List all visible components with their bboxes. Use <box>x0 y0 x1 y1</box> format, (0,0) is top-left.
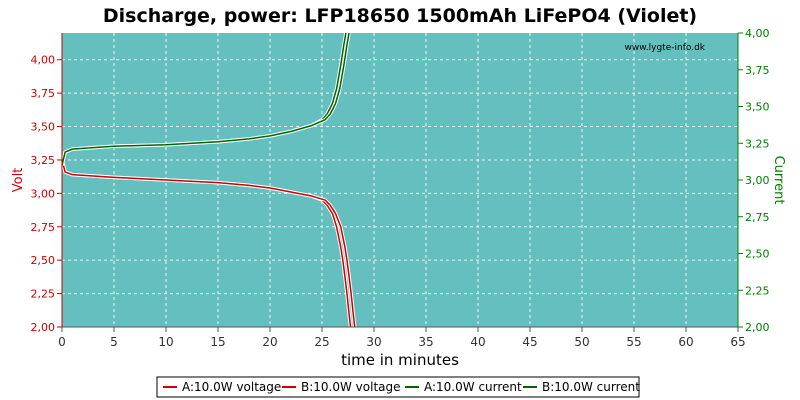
legend-box <box>156 376 640 398</box>
chart-title: Discharge, power: LFP18650 1500mAh LiFeP… <box>103 5 697 27</box>
right-tick-label: 2,75 <box>745 211 770 224</box>
right-tick-label: 3,25 <box>745 137 770 150</box>
legend-label: A:10.0W voltage <box>182 380 281 394</box>
legend-label: A:10.0W current <box>424 380 522 394</box>
series-line-b-10-0w-voltage <box>61 159 356 328</box>
right-tick-label: 4,00 <box>745 27 770 40</box>
left-axis-ticks: 2,00 2,25 2,50 2,75 3,00 3,25 3,50 3,75 4,00 <box>31 54 62 334</box>
left-tick-label: 3,50 <box>31 121 56 134</box>
right-tick-label: 2,00 <box>745 321 770 334</box>
legend-label: B:10.0W voltage <box>301 380 401 394</box>
left-tick-label: 3,75 <box>31 87 56 100</box>
series-layer <box>60 32 357 328</box>
series-line-b-10-0w-current <box>61 32 350 166</box>
x-tick-label: 60 <box>678 335 693 349</box>
right-axis-ticks: 2,00 2,25 2,50 2,75 3,00 3,25 3,50 3,75 4,00 <box>738 27 770 334</box>
right-tick-label: 2,25 <box>745 284 770 297</box>
x-axis-title: time in minutes <box>341 351 459 369</box>
x-tick-label: 25 <box>314 335 329 349</box>
right-axis-title: Current <box>771 156 786 205</box>
x-tick-label: 45 <box>522 335 537 349</box>
x-tick-label: 10 <box>158 335 173 349</box>
right-tick-label: 2,50 <box>745 248 770 261</box>
left-tick-label: 2,75 <box>31 221 56 234</box>
x-tick-label: 20 <box>262 335 277 349</box>
x-tick-label: 30 <box>366 335 381 349</box>
legend-items: A:10.0W voltage B:10.0W voltage A:10.0W cu… <box>163 380 640 394</box>
right-tick-label: 3,00 <box>745 174 770 187</box>
x-tick-label: 55 <box>626 335 641 349</box>
x-tick-label: 0 <box>58 335 66 349</box>
legend: A:10.0W voltage B:10.0W voltage A:10.0W cu… <box>156 376 640 398</box>
x-axis-ticks: 0 5 10 15 20 25 30 35 40 45 50 55 60 65 <box>58 327 746 349</box>
right-tick-label: 3,50 <box>745 101 770 114</box>
left-tick-label: 2,50 <box>31 254 56 267</box>
left-tick-label: 3,00 <box>31 187 56 200</box>
x-tick-label: 5 <box>110 335 118 349</box>
x-tick-label: 40 <box>470 335 485 349</box>
left-tick-label: 3,25 <box>31 154 56 167</box>
left-tick-label: 2,25 <box>31 288 56 301</box>
x-tick-label: 65 <box>730 335 745 349</box>
right-tick-label: 3,75 <box>745 64 770 77</box>
left-tick-label: 2,00 <box>31 321 56 334</box>
x-tick-label: 35 <box>418 335 433 349</box>
watermark: www.lygte-info.dk <box>625 43 706 53</box>
left-tick-label: 4,00 <box>31 54 56 67</box>
left-axis-title: Volt <box>11 168 26 193</box>
x-tick-label: 15 <box>210 335 225 349</box>
x-tick-label: 50 <box>574 335 589 349</box>
legend-label: B:10.0W current <box>542 380 640 394</box>
